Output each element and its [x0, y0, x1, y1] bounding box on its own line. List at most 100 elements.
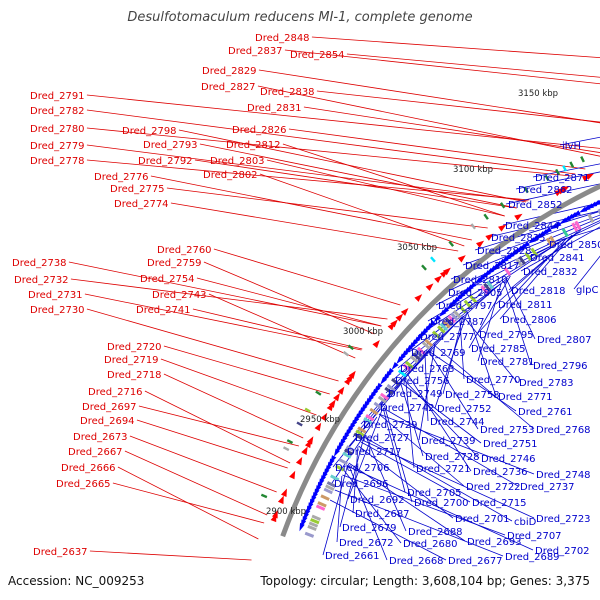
right-gene-label: Dred_2769	[411, 348, 466, 359]
left-callout-line	[163, 373, 304, 439]
left-callout-line	[163, 345, 330, 395]
reverse-gene-mark	[375, 382, 383, 391]
cog-feature-mark	[384, 386, 394, 395]
left-callout-line	[284, 49, 600, 85]
right-gene-label: Dred_2787	[430, 317, 485, 328]
right-gene-label: Dred_2693	[467, 537, 522, 548]
left-gene-label: Dred_2730	[30, 305, 85, 316]
right-gene-label: Dred_2811	[498, 300, 553, 311]
right-callout-line	[401, 382, 482, 444]
rna-feature-mark	[282, 446, 290, 452]
right-callout-line	[428, 350, 517, 412]
cog-feature-mark	[503, 266, 512, 276]
ruler-3000-kbp: 3000 kbp	[343, 327, 383, 337]
cog-feature-mark	[524, 251, 532, 261]
right-callout-line	[336, 475, 343, 543]
cog-feature-mark	[335, 464, 345, 472]
right-callout-line	[322, 464, 349, 556]
forward-gene-mark	[337, 386, 345, 395]
right-callout-line	[339, 436, 365, 528]
right-gene-label: Dred_2818	[511, 286, 566, 297]
right-gene-label: Dred_2692	[350, 495, 405, 506]
reverse-gene-mark	[543, 227, 552, 234]
left-callout-line	[199, 143, 517, 209]
right-gene-label: Dred_2756	[395, 376, 450, 387]
reverse-gene-mark	[302, 515, 308, 525]
rna-feature-mark	[555, 168, 560, 176]
cog-feature-mark	[587, 213, 595, 224]
cog-feature-mark	[304, 531, 315, 538]
rna-feature-mark	[421, 264, 427, 271]
right-gene-label: Dred_2805	[448, 288, 503, 299]
left-gene-label: Dred_2802	[203, 170, 258, 181]
cog-feature-mark	[561, 227, 569, 238]
forward-gene-mark	[289, 470, 296, 480]
right-gene-label: Dred_2701	[455, 514, 510, 525]
forward-gene-mark	[434, 275, 443, 284]
right-gene-label: Dred_2817	[465, 261, 520, 272]
right-gene-label: Dred_2807	[537, 335, 592, 346]
right-gene-label: Dred_2871	[535, 173, 590, 184]
cog-feature-mark	[311, 514, 321, 521]
right-callout-line	[477, 282, 502, 362]
right-gene-label: Dred_2749	[388, 389, 443, 400]
right-gene-label: Dred_2828	[477, 246, 532, 257]
cog-feature-mark	[518, 255, 526, 266]
forward-gene-mark	[442, 267, 451, 276]
rna-feature-mark	[483, 213, 489, 220]
left-gene-label: Dred_2827	[201, 82, 256, 93]
right-callout-line	[506, 278, 536, 340]
left-callout-line	[112, 482, 265, 524]
left-gene-label: Dred_2778	[30, 156, 85, 167]
right-gene-label: Dred_2862	[518, 185, 573, 196]
kbp-ruler: 3150 kbp 3100 kbp 3050 kbp 3000 kbp 2950…	[266, 89, 558, 517]
cog-feature-mark	[404, 360, 414, 369]
cog-feature-mark	[480, 285, 489, 295]
right-callout-line	[433, 344, 535, 430]
right-callout-line	[508, 229, 582, 291]
cog-feature-mark	[421, 341, 431, 350]
left-callout-line	[258, 69, 600, 124]
right-gene-label: Dred_2736	[473, 467, 528, 478]
cog-feature-mark	[323, 487, 333, 495]
rna-feature-mark	[304, 407, 311, 413]
cog-feature-mark	[444, 317, 454, 326]
right-callout-line	[407, 374, 472, 472]
cog-feature-mark	[530, 247, 538, 257]
left-gene-label: Dred_2719	[104, 355, 159, 366]
cog-feature-mark	[397, 369, 407, 378]
left-callout-line	[144, 390, 291, 464]
left-gene-labels: Dred_2848Dred_2854Dred_2837Dred_2829Dred…	[12, 33, 345, 558]
cog-feature-mark	[373, 401, 383, 410]
cog-feature-mark	[402, 363, 412, 372]
left-callout-line	[86, 127, 572, 177]
right-gene-label: Dred_2742	[380, 403, 435, 414]
right-callout-line	[462, 315, 518, 383]
cog-feature-mark	[442, 320, 451, 329]
rna-feature-mark	[499, 202, 506, 209]
left-callout-line	[196, 277, 382, 327]
reverse-gene-mark	[299, 522, 305, 532]
right-gene-label: Dred_2700	[414, 498, 469, 509]
right-gene-label: Dred_2728	[425, 452, 480, 463]
left-gene-label: Dred_2731	[28, 290, 83, 301]
left-gene-label: Dred_2791	[30, 91, 85, 102]
left-callout-line	[166, 187, 488, 229]
right-gene-label: Dred_2752	[437, 404, 492, 415]
genome-backbone	[280, 183, 600, 538]
right-gene-label: Dred_2744	[430, 417, 485, 428]
right-gene-label: Dred_2717	[347, 447, 402, 458]
cog-feature-mark	[571, 222, 579, 232]
cog-feature-mark	[431, 330, 441, 339]
cog-feature-mark	[574, 220, 582, 230]
right-gene-label: Dred_2841	[530, 253, 585, 264]
cog-feature-mark	[377, 395, 387, 404]
left-callout-line	[208, 293, 356, 359]
left-gene-label: Dred_2812	[226, 140, 281, 151]
right-gene-label: Dred_2852	[508, 200, 563, 211]
forward-gene-mark	[498, 224, 507, 232]
rna-feature-mark	[580, 156, 585, 163]
cog-feature-mark	[486, 280, 495, 290]
